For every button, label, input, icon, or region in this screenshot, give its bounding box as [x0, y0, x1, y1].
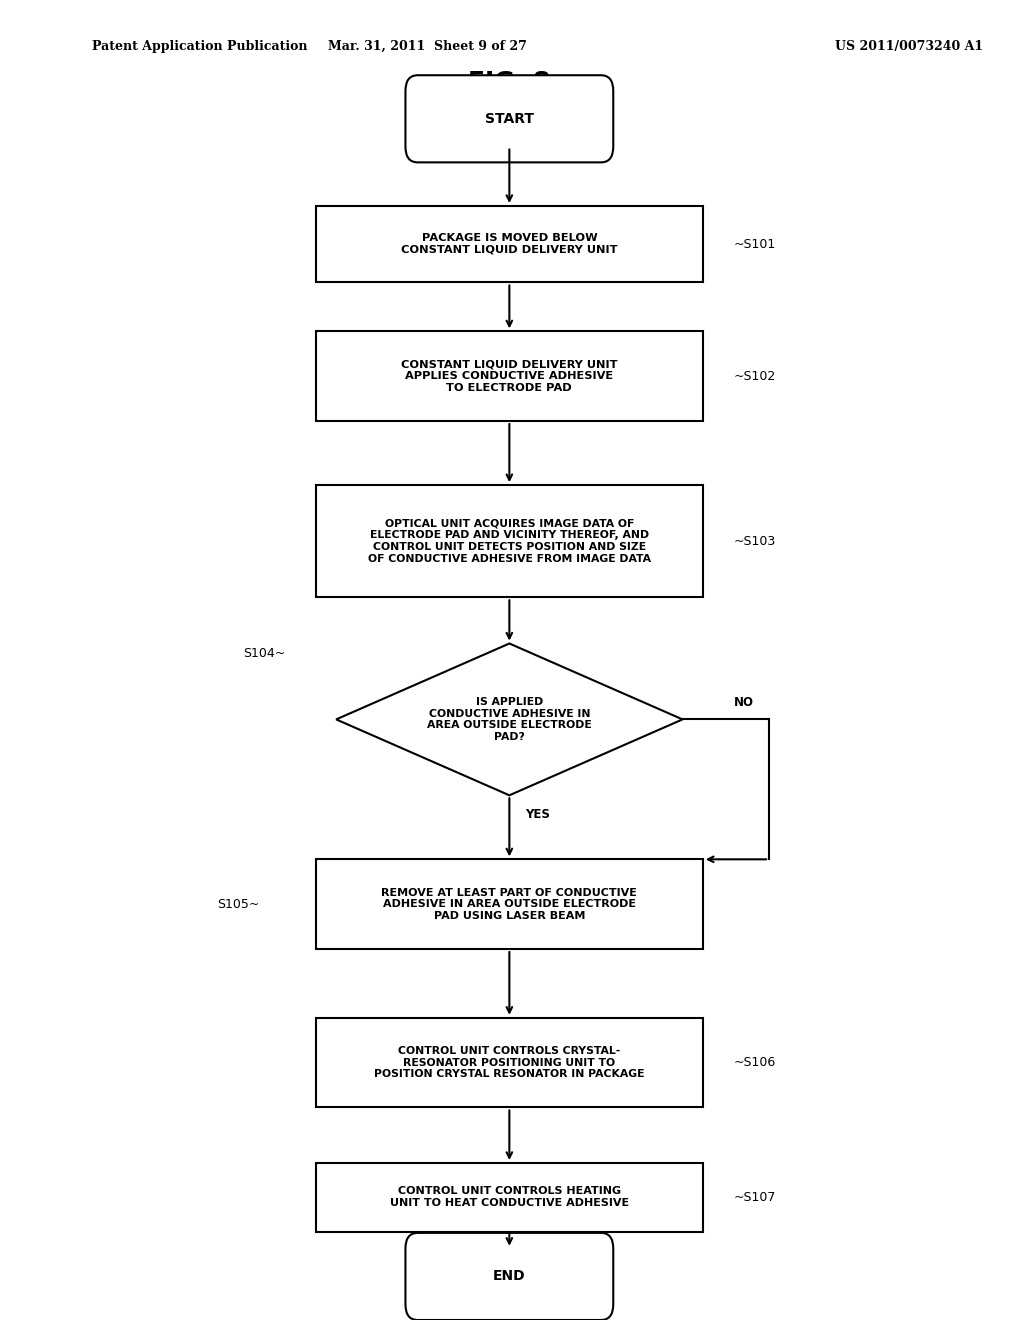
Bar	[315, 1163, 702, 1232]
Text: CONSTANT LIQUID DELIVERY UNIT
APPLIES CONDUCTIVE ADHESIVE
TO ELECTRODE PAD: CONSTANT LIQUID DELIVERY UNIT APPLIES CO…	[401, 359, 617, 393]
Bar	[315, 331, 702, 421]
Text: NO: NO	[733, 696, 754, 709]
Text: ~S107: ~S107	[733, 1191, 776, 1204]
Text: CONTROL UNIT CONTROLS HEATING
UNIT TO HEAT CONDUCTIVE ADHESIVE: CONTROL UNIT CONTROLS HEATING UNIT TO HE…	[390, 1187, 629, 1208]
Text: ~S102: ~S102	[733, 370, 776, 383]
Text: US 2011/0073240 A1: US 2011/0073240 A1	[836, 40, 983, 53]
Text: ~S106: ~S106	[733, 1056, 776, 1069]
Text: PACKAGE IS MOVED BELOW
CONSTANT LIQUID DELIVERY UNIT: PACKAGE IS MOVED BELOW CONSTANT LIQUID D…	[401, 234, 617, 255]
FancyBboxPatch shape	[406, 75, 613, 162]
Text: IS APPLIED
CONDUCTIVE ADHESIVE IN
AREA OUTSIDE ELECTRODE
PAD?: IS APPLIED CONDUCTIVE ADHESIVE IN AREA O…	[427, 697, 592, 742]
Text: Patent Application Publication: Patent Application Publication	[92, 40, 307, 53]
Text: S104~: S104~	[243, 647, 286, 660]
Text: YES: YES	[524, 808, 550, 821]
Text: FIG. 8: FIG. 8	[468, 70, 551, 94]
Text: REMOVE AT LEAST PART OF CONDUCTIVE
ADHESIVE IN AREA OUTSIDE ELECTRODE
PAD USING : REMOVE AT LEAST PART OF CONDUCTIVE ADHES…	[381, 887, 637, 921]
Text: CONTROL UNIT CONTROLS CRYSTAL-
RESONATOR POSITIONING UNIT TO
POSITION CRYSTAL RE: CONTROL UNIT CONTROLS CRYSTAL- RESONATOR…	[374, 1045, 645, 1080]
Text: START: START	[484, 112, 534, 125]
Text: ~S103: ~S103	[733, 535, 776, 548]
Text: ~S101: ~S101	[733, 238, 776, 251]
Bar	[315, 1018, 702, 1107]
Polygon shape	[336, 643, 683, 795]
FancyBboxPatch shape	[406, 1233, 613, 1320]
Text: END: END	[493, 1270, 525, 1283]
Bar	[315, 486, 702, 597]
Text: S105~: S105~	[217, 898, 260, 911]
Bar	[315, 859, 702, 949]
Text: OPTICAL UNIT ACQUIRES IMAGE DATA OF
ELECTRODE PAD AND VICINITY THEREOF, AND
CONT: OPTICAL UNIT ACQUIRES IMAGE DATA OF ELEC…	[368, 519, 651, 564]
Bar	[315, 206, 702, 282]
Text: Mar. 31, 2011  Sheet 9 of 27: Mar. 31, 2011 Sheet 9 of 27	[329, 40, 527, 53]
